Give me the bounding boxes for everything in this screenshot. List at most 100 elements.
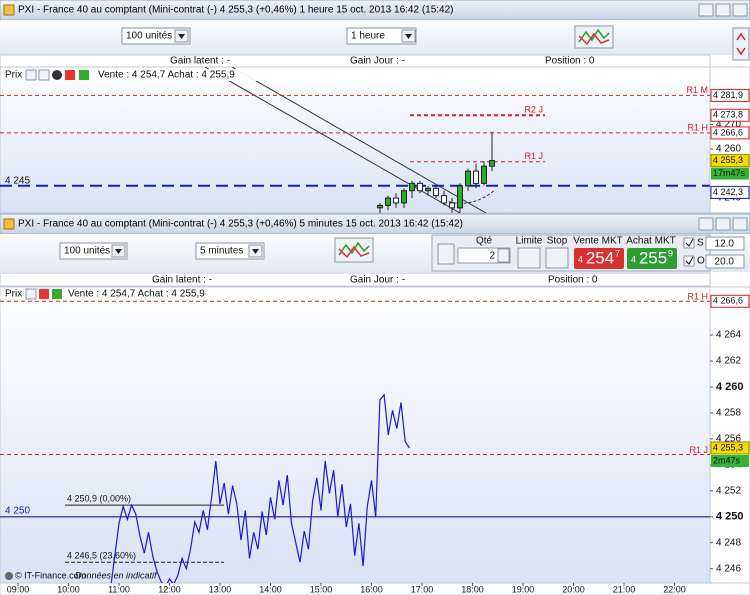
period-value: 5 minutes: [200, 246, 243, 257]
period-dropdown[interactable]: [346, 27, 417, 45]
quantity-dropdown[interactable]: [59, 242, 128, 260]
add-icon[interactable]: [52, 289, 62, 299]
buy-main: 255: [639, 248, 667, 267]
y-tick-label: 4 262: [716, 356, 741, 367]
arrow-icon: [252, 249, 259, 254]
x-tick-label: 21:00: [613, 584, 636, 594]
logo-icon: [5, 572, 13, 580]
price-axis: [709, 286, 750, 584]
candle-body: [481, 165, 487, 184]
y-tick-label: 4 258: [716, 408, 741, 419]
period-dropdown[interactable]: [195, 242, 265, 260]
maximize-button[interactable]: [715, 217, 731, 231]
y-tick-label: 4 260: [716, 381, 744, 393]
plot-layer: R1 H R1 J 4 250 4 250,9 (0,00%) 4 246,5 (23,…: [0, 292, 710, 583]
qty-spinner[interactable]: [497, 248, 510, 263]
tool-icon[interactable]: [38, 69, 50, 81]
quantity-value: 100 unités: [126, 31, 172, 42]
stop-button[interactable]: [545, 247, 569, 269]
info-bar: [0, 272, 711, 287]
timer-box: [711, 167, 749, 180]
gain-latent: Gain latent : -: [170, 56, 230, 67]
stop-check-label: S: [697, 238, 704, 249]
pivot-badge: 4 273,8: [713, 110, 743, 120]
legend-bar: [2, 69, 707, 81]
check-mark: [685, 238, 694, 247]
window-icon: [3, 4, 15, 16]
target-checkbox[interactable]: [683, 255, 695, 267]
x-tick-label: 22:00: [663, 584, 686, 594]
candle-body: [433, 187, 439, 197]
footer-note: Données en indicatif: [75, 570, 158, 580]
side-button[interactable]: [732, 27, 750, 61]
x-tick-label: 09:00: [7, 584, 30, 594]
minimize-button[interactable]: [698, 217, 714, 231]
maximize-button[interactable]: [715, 3, 731, 17]
price-badge-box: [710, 154, 750, 168]
legend-quote: Vente : 4 254,7 Achat : 4 255,9: [68, 289, 205, 300]
legend-quote: Vente : 4 254,7 Achat : 4 255,9: [98, 70, 235, 81]
x-tick-label: 17:00: [411, 584, 434, 594]
qty-input[interactable]: [457, 247, 511, 264]
quantity-dropdown[interactable]: [121, 27, 191, 45]
candle-body: [457, 185, 463, 209]
y-tick-label: 4 256: [716, 434, 741, 445]
trend-badge-box: [710, 185, 750, 199]
candle-body: [425, 187, 431, 192]
stop-checkbox[interactable]: [683, 237, 695, 249]
window-icon: [3, 218, 15, 230]
target-check-label: O: [697, 256, 705, 267]
limit-button[interactable]: [517, 247, 541, 269]
gain-jour: Gain Jour : -: [350, 56, 405, 67]
top-window: PXI - France 40 au comptant (Mini-contra…: [0, 0, 750, 214]
x-tick-label: 13:00: [209, 584, 232, 594]
tool-icon[interactable]: [25, 288, 37, 300]
price-line: [110, 393, 410, 583]
add-icon[interactable]: [79, 70, 89, 80]
candle-body: [401, 190, 407, 204]
sell-button[interactable]: [574, 248, 624, 269]
bottom-window: PXI - France 40 au comptant (Mini-contra…: [0, 213, 750, 595]
pivot-name: R2 J: [524, 105, 543, 115]
buy-prefix: 4: [631, 254, 636, 264]
target-input[interactable]: [705, 254, 745, 269]
pivot-badge-box: [710, 88, 750, 102]
arrow-icon: [178, 34, 185, 39]
settings-button[interactable]: [437, 243, 455, 265]
check-mark: [685, 256, 694, 265]
side-icon: [736, 32, 746, 56]
candle-body: [473, 170, 479, 184]
y-tick-label: 4 248: [716, 537, 741, 548]
pivot-name: R1 J: [689, 445, 708, 455]
close-icon[interactable]: [52, 70, 62, 80]
period-value: 1 heure: [351, 31, 385, 42]
fib-label: 4 246,5 (23,60%): [67, 551, 136, 561]
pivot-badge-box: [710, 126, 750, 140]
minimize-button[interactable]: [698, 3, 714, 17]
sell-label: Vente MKT: [573, 236, 622, 247]
indicator-icon: [338, 245, 370, 259]
stop-input[interactable]: [705, 236, 745, 251]
limit-label: Limite: [516, 236, 543, 247]
quantity-value: 100 unités: [64, 246, 110, 257]
trend-badge: 4 242,3: [713, 187, 743, 197]
indicator-icon: [578, 32, 610, 46]
timer: 2m47s: [713, 455, 741, 465]
pivot-name: R1 H: [687, 122, 708, 132]
candle-body: [385, 197, 391, 206]
add-icon[interactable]: [65, 70, 75, 80]
add-icon[interactable]: [39, 289, 49, 299]
qty-label: Qté: [476, 236, 493, 247]
x-tick-label: 10:00: [57, 584, 80, 594]
legend-label: Prix: [5, 70, 22, 81]
x-tick-label: 15:00: [310, 584, 333, 594]
pivot-badge: 4 266,6: [713, 127, 743, 137]
candle-body: [409, 182, 415, 192]
tool-icon[interactable]: [25, 69, 37, 81]
buy-button[interactable]: [627, 248, 677, 269]
close-button[interactable]: [732, 217, 748, 231]
y-tick-label: 4 264: [716, 330, 741, 341]
y-tick-label: 4 250: [716, 511, 744, 523]
close-button[interactable]: [732, 3, 748, 17]
